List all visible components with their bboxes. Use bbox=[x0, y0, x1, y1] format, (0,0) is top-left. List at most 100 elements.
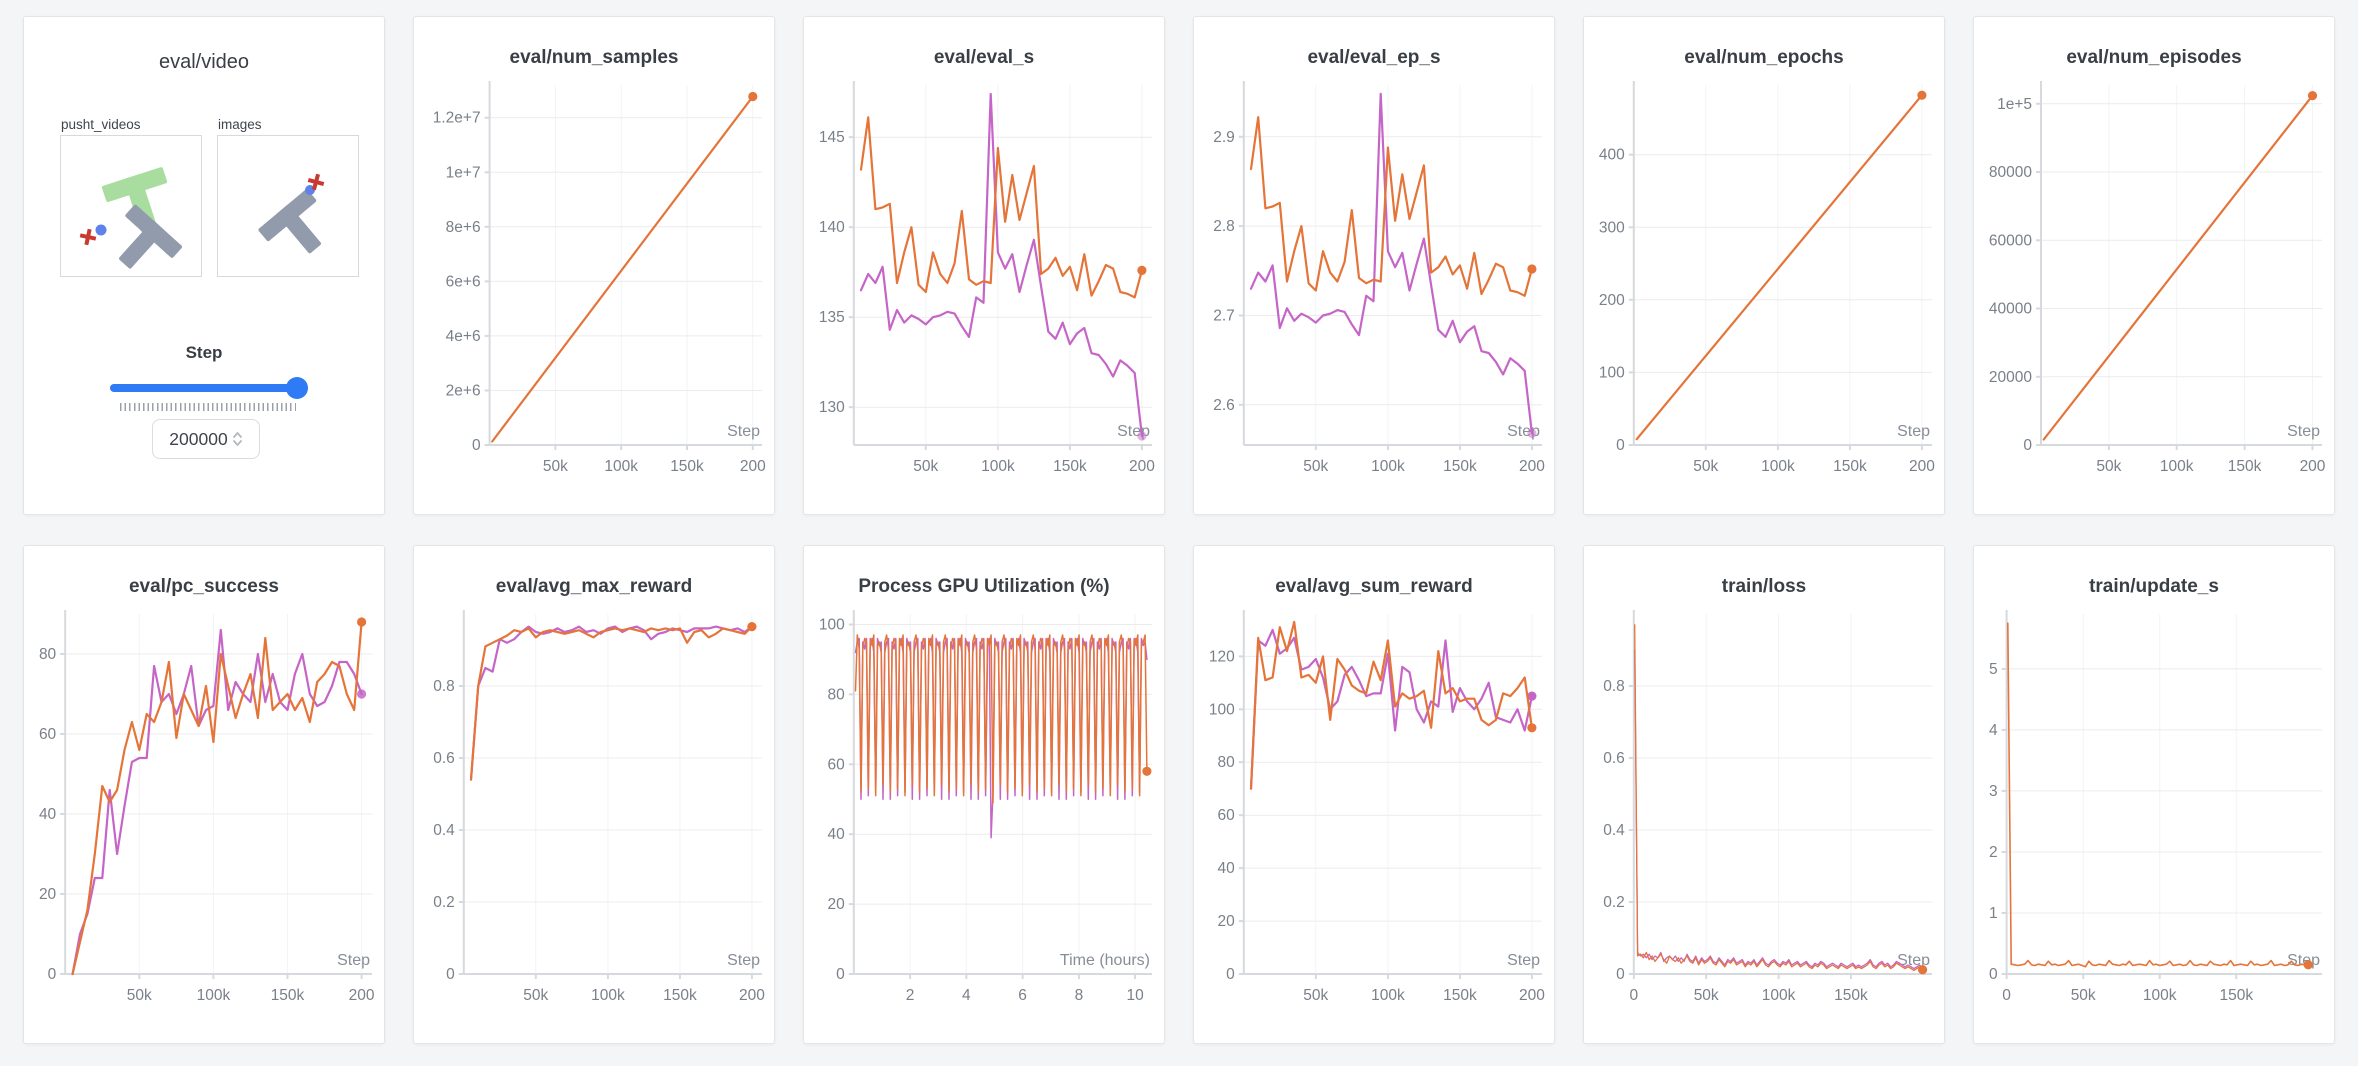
svg-text:400: 400 bbox=[1599, 147, 1625, 164]
chart-canvas-eval-pc-success[interactable]: 0 20 40 60 80 50k 100k 150k 200 Step bbox=[24, 600, 385, 1024]
panel-title: eval/pc_success bbox=[128, 576, 279, 597]
svg-text:Step: Step bbox=[1897, 423, 1930, 440]
svg-text:50k: 50k bbox=[543, 458, 568, 475]
svg-text:Step: Step bbox=[727, 423, 760, 440]
panel-eval-pc-success[interactable]: eval/pc_success 0 20 40 60 80 50k 100k 150k 200 S… bbox=[23, 545, 385, 1044]
panel-eval-num-samples[interactable]: eval/num_samples 0 2e+6 4e+6 6e+6 8e+6 1e+7 1.… bbox=[413, 16, 775, 515]
panel-title: Process GPU Utilization (%) bbox=[858, 576, 1110, 597]
media-key-label-images: images bbox=[218, 117, 262, 132]
step-slider[interactable] bbox=[110, 377, 308, 399]
svg-text:100k: 100k bbox=[2160, 458, 2194, 475]
svg-text:150k: 150k bbox=[663, 987, 697, 1004]
panel-eval-avg-sum-reward[interactable]: eval/avg_sum_reward 0 20 40 60 80 100 120 50k 10… bbox=[1193, 545, 1555, 1044]
svg-text:2.6: 2.6 bbox=[1213, 397, 1235, 414]
svg-text:135: 135 bbox=[819, 309, 845, 326]
stepper-arrows[interactable] bbox=[232, 430, 243, 448]
chart-canvas-eval-avg-sum-reward[interactable]: 0 20 40 60 80 100 120 50k 100k 150k 200 Step bbox=[1194, 600, 1555, 1024]
svg-text:0: 0 bbox=[2002, 987, 2011, 1004]
panel-eval-num-epochs[interactable]: eval/num_epochs 0 100 200 300 400 50k 100k 150k… bbox=[1583, 16, 1945, 515]
svg-text:150k: 150k bbox=[670, 458, 704, 475]
video-thumbnail-pusht-videos[interactable] bbox=[60, 135, 202, 277]
svg-text:100k: 100k bbox=[604, 458, 638, 475]
panel-eval-video[interactable]: eval/video pusht_videos images bbox=[23, 16, 385, 515]
panel-process-gpu-utilization[interactable]: Process GPU Utilization (%) 0 20 40 60 80 100… bbox=[803, 545, 1165, 1044]
panel-eval-avg-max-reward[interactable]: eval/avg_max_reward 0 0.2 0.4 0.6 0.8 50k 100k… bbox=[413, 545, 775, 1044]
svg-text:2.7: 2.7 bbox=[1213, 308, 1235, 325]
panel-eval-eval-ep-s[interactable]: eval/eval_ep_s 2.6 2.7 2.8 2.9 50k 100k 150k 20… bbox=[1193, 16, 1555, 515]
svg-text:40: 40 bbox=[39, 806, 57, 823]
svg-text:0: 0 bbox=[48, 966, 57, 983]
svg-text:20: 20 bbox=[828, 896, 846, 913]
panel-train-loss[interactable]: train/loss 0 0.2 0.4 0.6 0.8 0 50k 100k 150k Step bbox=[1583, 545, 1945, 1044]
svg-text:60000: 60000 bbox=[1989, 232, 2032, 249]
svg-text:2e+6: 2e+6 bbox=[446, 383, 481, 400]
chart-canvas-eval-num-epochs[interactable]: 0 100 200 300 400 50k 100k 150k 200 Step bbox=[1584, 71, 1945, 495]
panel-train-update-s[interactable]: train/update_s 0 1 2 3 4 5 0 50k 100k 150k Step bbox=[1973, 545, 2335, 1044]
svg-text:80: 80 bbox=[1218, 754, 1236, 771]
panel-title: eval/avg_sum_reward bbox=[1275, 576, 1473, 597]
svg-text:60: 60 bbox=[1218, 807, 1236, 824]
svg-text:50k: 50k bbox=[1693, 458, 1718, 475]
svg-text:100: 100 bbox=[1599, 364, 1625, 381]
panel-eval-eval-s[interactable]: eval/eval_s 130 135 140 145 50k 100k 150k 200 St… bbox=[803, 16, 1165, 515]
svg-text:200: 200 bbox=[1519, 987, 1545, 1004]
svg-text:8: 8 bbox=[1075, 987, 1084, 1004]
svg-text:100k: 100k bbox=[1371, 458, 1405, 475]
svg-text:20000: 20000 bbox=[1989, 369, 2032, 386]
svg-text:120: 120 bbox=[1209, 648, 1235, 665]
svg-text:10: 10 bbox=[1126, 987, 1144, 1004]
object-t-shape bbox=[258, 189, 321, 254]
svg-text:Step: Step bbox=[2287, 952, 2320, 969]
svg-text:80000: 80000 bbox=[1989, 164, 2032, 181]
svg-text:0.2: 0.2 bbox=[1603, 894, 1625, 911]
image-thumbnail-images[interactable] bbox=[217, 135, 359, 277]
svg-text:Time (hours): Time (hours) bbox=[1060, 952, 1150, 969]
svg-text:2: 2 bbox=[906, 987, 915, 1004]
chart-canvas-process-gpu-utilization[interactable]: 0 20 40 60 80 100 2 4 6 8 10 Time (hours) bbox=[804, 600, 1165, 1024]
panel-title: train/update_s bbox=[2089, 576, 2219, 597]
panel-title: eval/video bbox=[158, 51, 250, 73]
svg-text:1.2e+7: 1.2e+7 bbox=[433, 110, 481, 127]
svg-text:8e+6: 8e+6 bbox=[446, 219, 481, 236]
svg-text:0: 0 bbox=[1616, 437, 1625, 454]
media-key-label-pusht-videos: pusht_videos bbox=[61, 117, 141, 132]
object-t-shape bbox=[119, 204, 182, 269]
goal-cross-icon bbox=[307, 173, 325, 191]
step-input[interactable]: 200000 bbox=[152, 419, 260, 459]
slider-track[interactable] bbox=[110, 384, 306, 392]
panel-title: eval/avg_max_reward bbox=[495, 576, 693, 597]
svg-text:300: 300 bbox=[1599, 219, 1625, 236]
svg-text:Step: Step bbox=[1897, 952, 1930, 969]
svg-text:0: 0 bbox=[446, 966, 455, 983]
svg-text:50k: 50k bbox=[1694, 987, 1719, 1004]
svg-text:200: 200 bbox=[1519, 458, 1545, 475]
svg-text:40: 40 bbox=[1218, 860, 1236, 877]
svg-text:20: 20 bbox=[39, 886, 57, 903]
svg-text:0: 0 bbox=[472, 437, 481, 454]
chart-canvas-train-loss[interactable]: 0 0.2 0.4 0.6 0.8 0 50k 100k 150k Step bbox=[1584, 600, 1945, 1024]
svg-text:0.8: 0.8 bbox=[433, 678, 455, 695]
chart-canvas-train-update-s[interactable]: 0 1 2 3 4 5 0 50k 100k 150k Step bbox=[1974, 600, 2335, 1024]
chart-canvas-eval-num-samples[interactable]: 0 2e+6 4e+6 6e+6 8e+6 1e+7 1.2e+7 50k 100k 150k 20… bbox=[414, 71, 775, 495]
chart-canvas-eval-num-episodes[interactable]: 0 20000 40000 60000 80000 1e+5 50k 100k 150k 200 S… bbox=[1974, 71, 2335, 495]
panel-title: eval/eval_ep_s bbox=[1307, 47, 1441, 68]
slider-thumb[interactable] bbox=[286, 377, 308, 399]
svg-text:Step: Step bbox=[337, 952, 370, 969]
chart-canvas-eval-avg-max-reward[interactable]: 0 0.2 0.4 0.6 0.8 50k 100k 150k 200 Step bbox=[414, 600, 775, 1024]
svg-text:5: 5 bbox=[1989, 661, 1998, 678]
svg-text:4: 4 bbox=[1989, 722, 1998, 739]
svg-text:100k: 100k bbox=[981, 458, 1015, 475]
svg-text:140: 140 bbox=[819, 219, 845, 236]
svg-text:40000: 40000 bbox=[1989, 301, 2032, 318]
svg-text:1e+5: 1e+5 bbox=[1997, 96, 2032, 113]
svg-text:2: 2 bbox=[1989, 844, 1998, 861]
panel-eval-num-episodes[interactable]: eval/num_episodes 0 20000 40000 60000 80000 1… bbox=[1973, 16, 2335, 515]
svg-text:145: 145 bbox=[819, 129, 845, 146]
panel-title: eval/eval_s bbox=[933, 47, 1035, 68]
svg-text:50k: 50k bbox=[127, 987, 152, 1004]
svg-text:200: 200 bbox=[2300, 458, 2326, 475]
svg-text:0: 0 bbox=[1629, 987, 1638, 1004]
svg-text:0: 0 bbox=[1616, 966, 1625, 983]
